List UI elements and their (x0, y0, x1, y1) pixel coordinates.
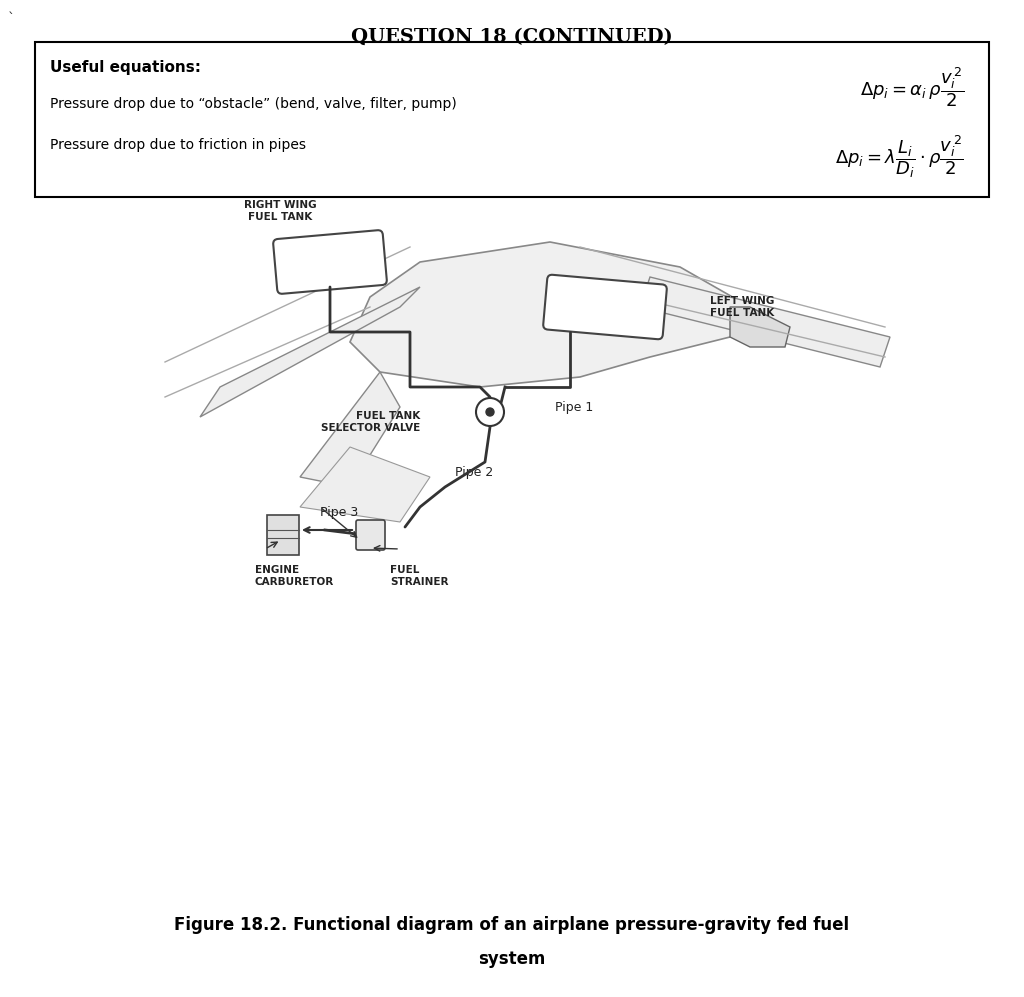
Text: Pipe 1: Pipe 1 (555, 401, 593, 414)
Text: QUESTION 18 (CONTINUED): QUESTION 18 (CONTINUED) (351, 28, 673, 46)
FancyBboxPatch shape (544, 275, 667, 339)
Text: $\Delta p_i = \alpha_i \, \rho \dfrac{v_i^{\,2}}{2}$: $\Delta p_i = \alpha_i \, \rho \dfrac{v_… (860, 65, 964, 109)
Text: Pressure drop due to “obstacle” (bend, valve, filter, pump): Pressure drop due to “obstacle” (bend, v… (50, 97, 457, 111)
Polygon shape (200, 287, 420, 417)
Text: system: system (478, 950, 546, 968)
FancyBboxPatch shape (273, 230, 387, 294)
Text: LEFT WING
FUEL TANK: LEFT WING FUEL TANK (710, 296, 774, 318)
Polygon shape (350, 242, 750, 387)
Text: Pipe 2: Pipe 2 (455, 466, 494, 479)
Text: `: ` (8, 12, 15, 26)
Text: Pressure drop due to friction in pipes: Pressure drop due to friction in pipes (50, 138, 306, 152)
Text: ENGINE
CARBURETOR: ENGINE CARBURETOR (255, 565, 334, 587)
Text: Figure 18.2. Functional diagram of an airplane pressure-gravity fed fuel: Figure 18.2. Functional diagram of an ai… (174, 916, 850, 934)
Text: RIGHT WING
FUEL TANK: RIGHT WING FUEL TANK (244, 199, 316, 222)
Text: Useful equations:: Useful equations: (50, 60, 201, 75)
Polygon shape (300, 372, 400, 487)
Polygon shape (640, 277, 890, 367)
Circle shape (476, 398, 504, 426)
FancyBboxPatch shape (35, 42, 989, 197)
Text: $\Delta p_i = \lambda \dfrac{L_i}{D_i} \cdot \rho \dfrac{v_i^{\,2}}{2}$: $\Delta p_i = \lambda \dfrac{L_i}{D_i} \… (836, 134, 964, 180)
Text: FUEL TANK
SELECTOR VALVE: FUEL TANK SELECTOR VALVE (321, 411, 420, 434)
Polygon shape (300, 447, 430, 522)
Text: FUEL
STRAINER: FUEL STRAINER (390, 565, 449, 587)
Text: Pipe 3: Pipe 3 (319, 505, 358, 518)
FancyBboxPatch shape (356, 520, 385, 550)
FancyBboxPatch shape (267, 515, 299, 555)
Circle shape (486, 408, 494, 416)
Polygon shape (730, 307, 790, 347)
